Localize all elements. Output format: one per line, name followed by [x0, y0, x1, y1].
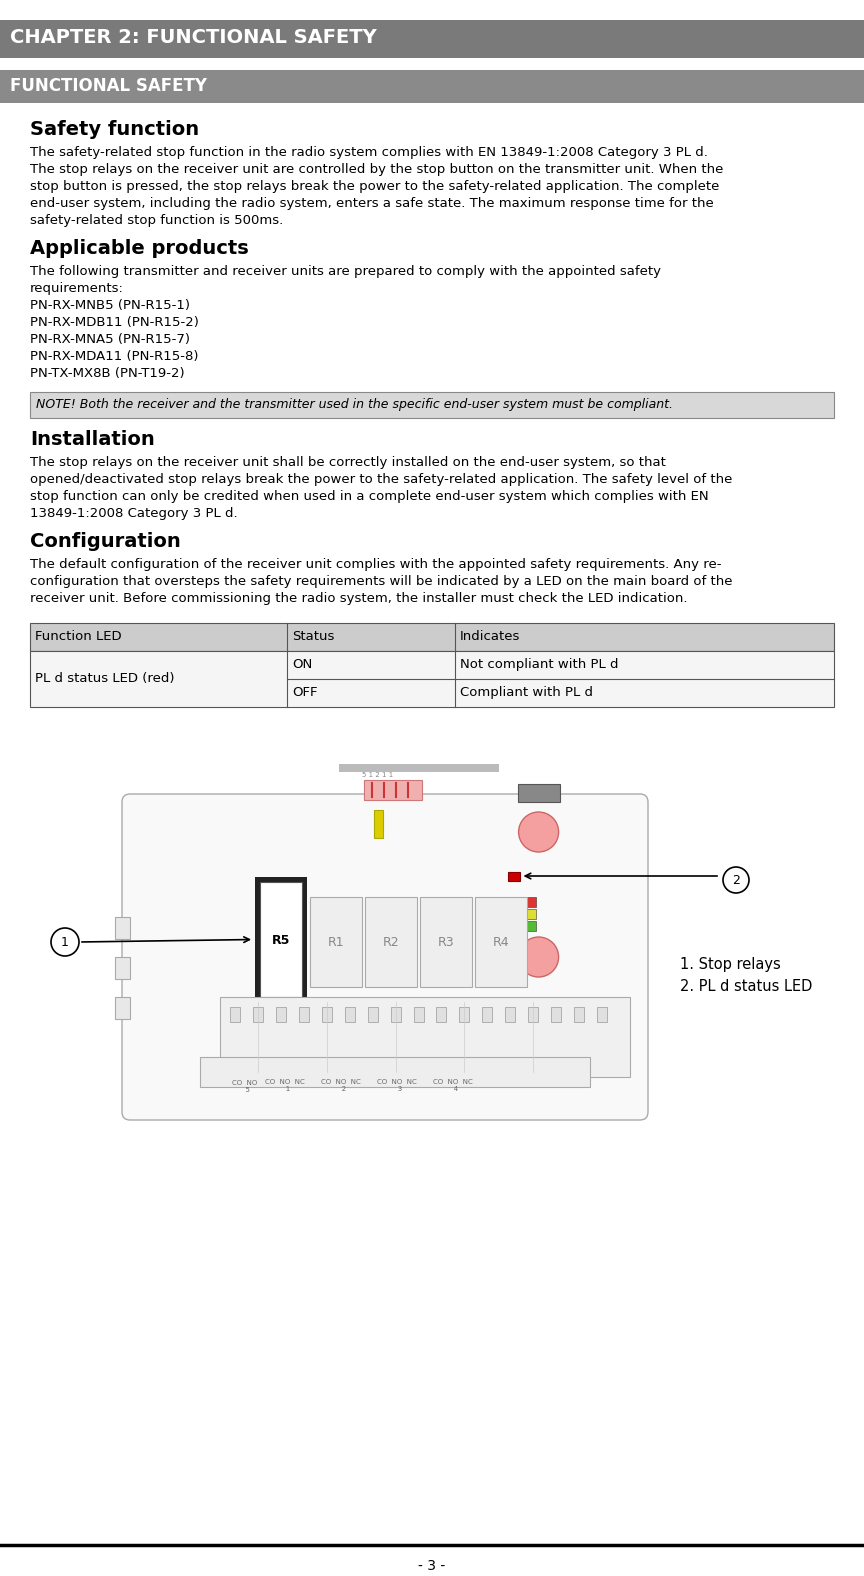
Bar [220, 998, 630, 1076]
Circle shape [518, 812, 559, 853]
Text: Indicates: Indicates [460, 630, 520, 643]
Text: requirements:: requirements: [30, 282, 124, 295]
Bar [597, 1007, 607, 1021]
Text: CO  NO  NC
   2: CO NO NC 2 [321, 1080, 361, 1092]
Bar [521, 909, 536, 919]
Bar [574, 1007, 584, 1021]
Bar [115, 917, 130, 939]
Text: R4: R4 [492, 936, 509, 949]
Text: stop button is pressed, the stop relays break the power to the safety-related ap: stop button is pressed, the stop relays … [30, 180, 720, 192]
Text: PN-RX-MNA5 (PN-R15-7): PN-RX-MNA5 (PN-R15-7) [30, 333, 190, 347]
Text: NOTE! Both the receiver and the transmitter used in the specific end-user system: NOTE! Both the receiver and the transmit… [36, 399, 673, 411]
Text: FUNCTIONAL SAFETY: FUNCTIONAL SAFETY [10, 77, 207, 95]
Text: CO  NO  NC
   3: CO NO NC 3 [377, 1080, 416, 1092]
Bar [30, 392, 834, 418]
Text: configuration that oversteps the safety requirements will be indicated by a LED : configuration that oversteps the safety … [30, 575, 733, 588]
Text: ON: ON [292, 659, 312, 671]
Text: CO  NO  NC
   1: CO NO NC 1 [265, 1080, 305, 1092]
Text: CO  NO
  5: CO NO 5 [232, 1080, 257, 1094]
Text: CHAPTER 2: FUNCTIONAL SAFETY: CHAPTER 2: FUNCTIONAL SAFETY [10, 28, 377, 47]
Bar [368, 1007, 378, 1021]
Bar [321, 1007, 332, 1021]
Bar [475, 897, 527, 987]
Text: The safety-related stop function in the radio system complies with EN 13849-1:20: The safety-related stop function in the … [30, 147, 708, 159]
Bar [276, 1007, 286, 1021]
Bar [260, 883, 302, 998]
Text: receiver unit. Before commissioning the radio system, the installer must check t: receiver unit. Before commissioning the … [30, 593, 688, 605]
Bar [253, 1007, 263, 1021]
Bar [521, 920, 536, 931]
Text: R2: R2 [383, 936, 399, 949]
Text: 1: 1 [61, 936, 69, 949]
Bar [482, 1007, 492, 1021]
Circle shape [723, 867, 749, 894]
Text: safety-related stop function is 500ms.: safety-related stop function is 500ms. [30, 214, 283, 227]
Bar [436, 1007, 447, 1021]
Text: 5 1 2 1 1: 5 1 2 1 1 [362, 772, 393, 779]
Bar [200, 1057, 590, 1087]
Bar [299, 1007, 308, 1021]
Text: R3: R3 [438, 936, 454, 949]
Bar [340, 764, 499, 772]
Bar [310, 897, 362, 987]
Bar [0, 20, 864, 58]
Text: stop function can only be credited when used in a complete end-user system which: stop function can only be credited when … [30, 490, 708, 503]
Circle shape [51, 928, 79, 957]
Bar [115, 957, 130, 979]
Text: - 3 -: - 3 - [418, 1559, 446, 1573]
Bar [551, 1007, 562, 1021]
Text: Safety function: Safety function [30, 120, 199, 139]
Bar [521, 897, 536, 908]
Bar [345, 1007, 355, 1021]
Bar [508, 872, 519, 881]
Bar [528, 1007, 538, 1021]
Bar [30, 651, 834, 708]
Circle shape [518, 938, 559, 977]
Bar [414, 1007, 423, 1021]
FancyBboxPatch shape [122, 794, 648, 1121]
Text: The default configuration of the receiver unit complies with the appointed safet: The default configuration of the receive… [30, 558, 721, 571]
Text: Installation: Installation [30, 430, 155, 449]
Bar [365, 897, 417, 987]
Text: 2. PL d status LED: 2. PL d status LED [680, 979, 812, 994]
Text: Configuration: Configuration [30, 533, 181, 552]
Bar [255, 876, 307, 1002]
Text: PN-TX-MX8B (PN-T19-2): PN-TX-MX8B (PN-T19-2) [30, 367, 185, 380]
Text: end-user system, including the radio system, enters a safe state. The maximum re: end-user system, including the radio sys… [30, 197, 714, 210]
Bar [518, 783, 560, 802]
Bar [365, 780, 422, 801]
Text: PN-RX-MDA11 (PN-R15-8): PN-RX-MDA11 (PN-R15-8) [30, 350, 199, 362]
Bar [230, 1007, 240, 1021]
Bar [374, 810, 384, 838]
Text: R1: R1 [327, 936, 345, 949]
Text: Compliant with PL d: Compliant with PL d [460, 686, 593, 700]
Text: OFF: OFF [292, 686, 317, 700]
Text: PL d status LED (red): PL d status LED (red) [35, 671, 175, 686]
Text: opened/deactivated stop relays break the power to the safety-related application: opened/deactivated stop relays break the… [30, 473, 733, 485]
Bar [115, 998, 130, 1020]
Text: Applicable products: Applicable products [30, 240, 249, 258]
Text: CO  NO  NC
   4: CO NO NC 4 [433, 1080, 473, 1092]
Bar [505, 1007, 515, 1021]
Text: Function LED: Function LED [35, 630, 122, 643]
Bar [391, 1007, 401, 1021]
Bar [30, 623, 834, 651]
Text: The stop relays on the receiver unit shall be correctly installed on the end-use: The stop relays on the receiver unit sha… [30, 455, 666, 470]
Bar [0, 69, 864, 102]
Text: Not compliant with PL d: Not compliant with PL d [460, 659, 619, 671]
Text: The following transmitter and receiver units are prepared to comply with the app: The following transmitter and receiver u… [30, 265, 661, 277]
Text: PN-RX-MDB11 (PN-R15-2): PN-RX-MDB11 (PN-R15-2) [30, 317, 199, 329]
Text: 13849-1:2008 Category 3 PL d.: 13849-1:2008 Category 3 PL d. [30, 507, 238, 520]
Text: 2: 2 [732, 873, 740, 887]
Text: 1. Stop relays: 1. Stop relays [680, 957, 781, 972]
Bar [420, 897, 472, 987]
Text: Status: Status [292, 630, 334, 643]
Text: PN-RX-MNB5 (PN-R15-1): PN-RX-MNB5 (PN-R15-1) [30, 299, 190, 312]
Bar [460, 1007, 469, 1021]
Text: R5: R5 [272, 933, 290, 947]
Text: The stop relays on the receiver unit are controlled by the stop button on the tr: The stop relays on the receiver unit are… [30, 162, 723, 177]
